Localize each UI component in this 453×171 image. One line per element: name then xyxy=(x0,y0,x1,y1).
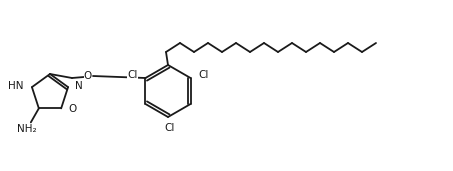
Text: Cl: Cl xyxy=(198,70,209,80)
Text: N: N xyxy=(75,81,83,91)
Text: Cl: Cl xyxy=(127,70,138,80)
Text: O: O xyxy=(68,104,77,114)
Text: NH₂: NH₂ xyxy=(17,124,37,134)
Text: Cl: Cl xyxy=(165,123,175,133)
Text: HN: HN xyxy=(9,81,24,91)
Text: O: O xyxy=(84,71,92,81)
